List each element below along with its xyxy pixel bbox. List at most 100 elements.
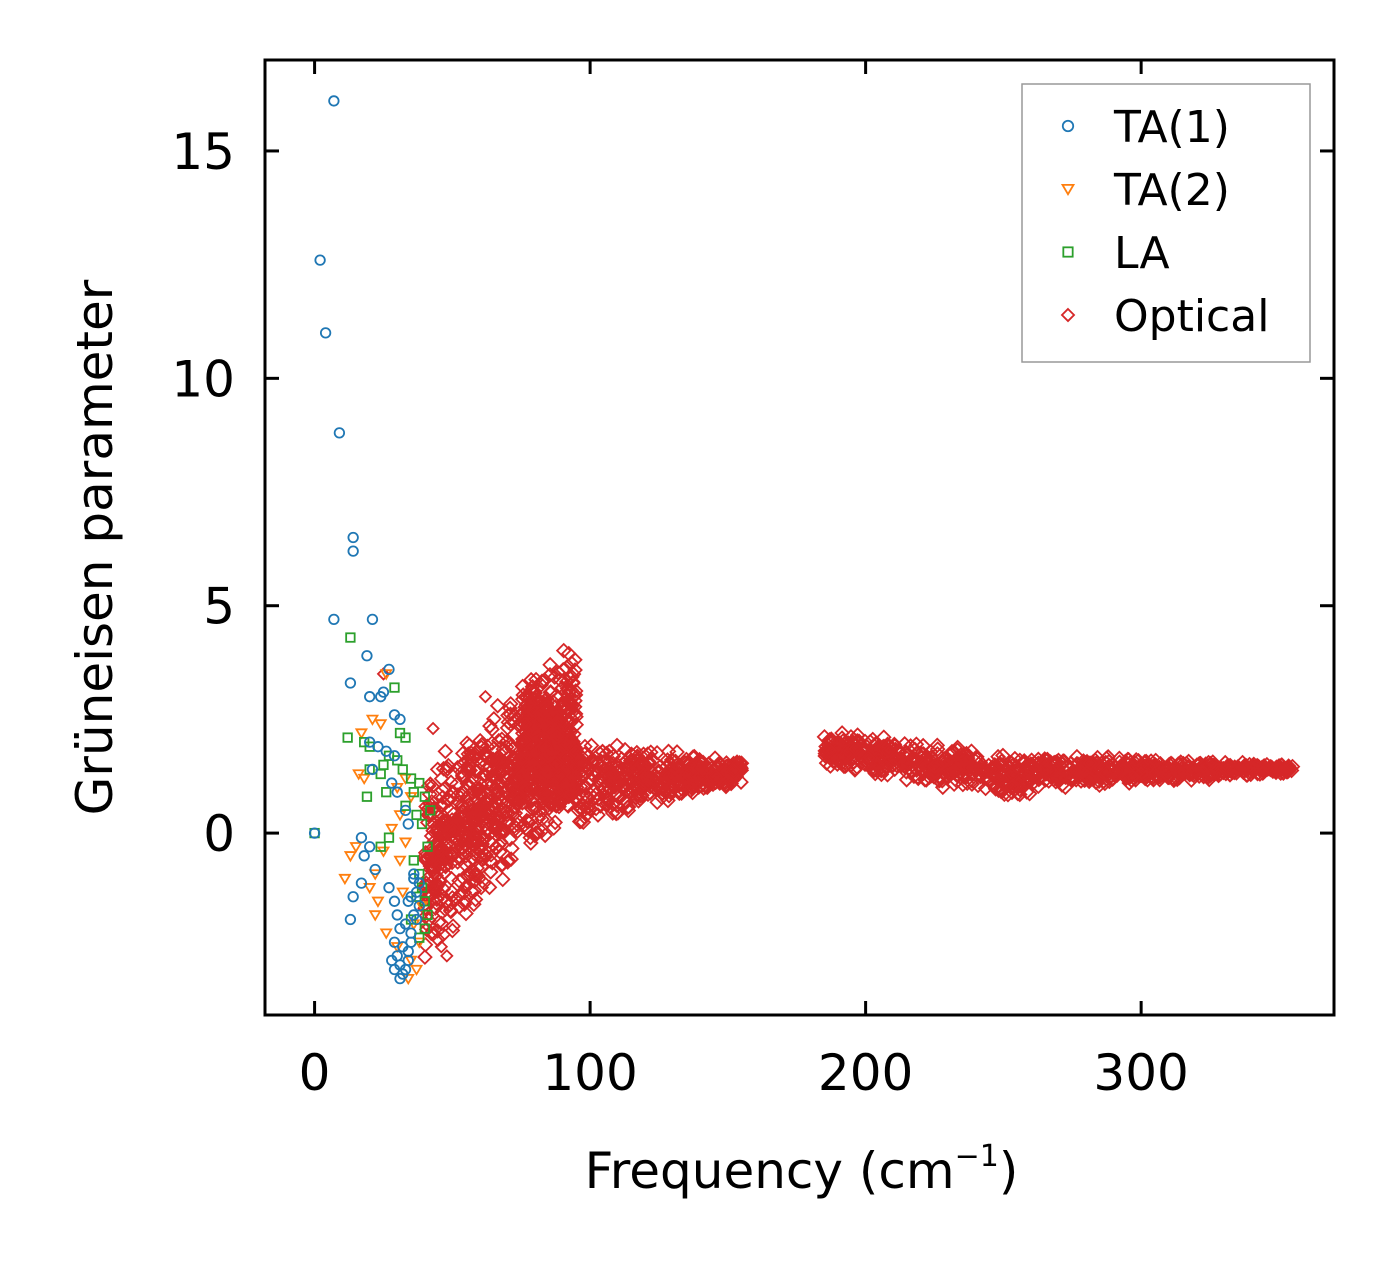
data-point xyxy=(458,814,475,831)
data-point xyxy=(398,773,413,786)
data-point xyxy=(472,837,488,854)
data-point xyxy=(929,741,946,758)
data-point xyxy=(441,792,457,809)
data-point xyxy=(521,766,538,783)
data-point xyxy=(535,673,552,690)
data-point xyxy=(528,780,542,795)
data-point xyxy=(378,759,389,771)
data-point xyxy=(898,764,915,780)
data-point xyxy=(1158,762,1175,779)
data-point xyxy=(375,691,387,703)
data-point xyxy=(408,855,419,866)
data-point xyxy=(527,691,544,707)
data-point xyxy=(1023,765,1040,781)
data-point xyxy=(609,804,626,821)
data-point xyxy=(577,738,593,755)
data-point xyxy=(357,773,371,786)
data-point xyxy=(566,698,583,715)
data-point xyxy=(725,763,742,779)
data-point xyxy=(454,799,471,815)
data-point xyxy=(419,791,430,802)
legend: TA(1) TA(2) LA Optical xyxy=(1021,83,1311,363)
data-point xyxy=(343,851,357,863)
data-point xyxy=(963,743,980,760)
series-optical xyxy=(376,642,1301,965)
data-point xyxy=(1011,752,1028,769)
data-point xyxy=(451,872,467,889)
data-point xyxy=(996,786,1013,803)
data-point xyxy=(1008,758,1025,775)
data-point xyxy=(402,895,414,907)
data-point xyxy=(1272,765,1289,781)
data-point xyxy=(420,806,437,823)
data-point xyxy=(623,746,640,763)
data-point xyxy=(423,925,440,942)
x-tick-label: 200 xyxy=(818,1044,913,1102)
data-point xyxy=(889,750,906,767)
data-point xyxy=(597,760,613,777)
data-point xyxy=(1057,779,1074,796)
data-point xyxy=(375,768,386,780)
data-point xyxy=(721,766,738,783)
legend-marker xyxy=(1060,307,1076,323)
data-point xyxy=(959,775,976,792)
data-point xyxy=(522,701,539,718)
data-point xyxy=(547,755,564,772)
data-point xyxy=(358,850,370,862)
data-point xyxy=(391,909,403,921)
data-point xyxy=(618,794,634,811)
data-point xyxy=(572,799,588,816)
data-point xyxy=(957,757,974,774)
data-point xyxy=(954,776,971,793)
data-point xyxy=(561,722,578,739)
data-point xyxy=(429,876,446,893)
data-point xyxy=(549,774,566,791)
data-point xyxy=(494,871,511,888)
data-point xyxy=(613,750,630,767)
data-point xyxy=(516,734,532,751)
plot-area-frame xyxy=(263,58,1336,1017)
data-point xyxy=(453,764,470,781)
data-point xyxy=(494,856,511,872)
data-point xyxy=(611,790,628,807)
data-point xyxy=(338,873,352,886)
data-point xyxy=(549,725,566,742)
data-point xyxy=(414,932,425,943)
data-point xyxy=(444,884,460,900)
data-point xyxy=(545,707,562,724)
data-point xyxy=(949,760,966,777)
data-point xyxy=(1147,752,1164,769)
data-point xyxy=(551,798,567,815)
data-point xyxy=(609,737,625,754)
data-point xyxy=(405,936,417,948)
data-point xyxy=(383,882,395,894)
data-point xyxy=(425,822,441,839)
data-point xyxy=(818,755,835,771)
data-point xyxy=(489,819,506,836)
data-point xyxy=(491,837,507,853)
data-point xyxy=(333,427,346,439)
data-point xyxy=(388,750,401,762)
data-point xyxy=(397,764,408,775)
data-point xyxy=(440,949,454,963)
data-point xyxy=(364,841,376,853)
data-point xyxy=(542,702,559,718)
data-point xyxy=(821,743,838,759)
data-point xyxy=(385,823,399,836)
data-point xyxy=(884,757,901,774)
data-point xyxy=(445,822,462,839)
data-point xyxy=(514,691,531,708)
data-point xyxy=(589,785,605,802)
data-point xyxy=(417,949,433,965)
data-point xyxy=(984,775,1001,791)
data-point xyxy=(391,786,403,798)
data-point xyxy=(369,863,381,876)
data-point xyxy=(328,95,340,107)
data-point xyxy=(376,667,391,681)
data-point xyxy=(1254,765,1271,781)
data-point xyxy=(949,742,966,758)
data-point xyxy=(374,719,388,731)
data-point xyxy=(368,910,382,922)
data-point xyxy=(1220,758,1236,774)
data-point xyxy=(500,714,517,731)
